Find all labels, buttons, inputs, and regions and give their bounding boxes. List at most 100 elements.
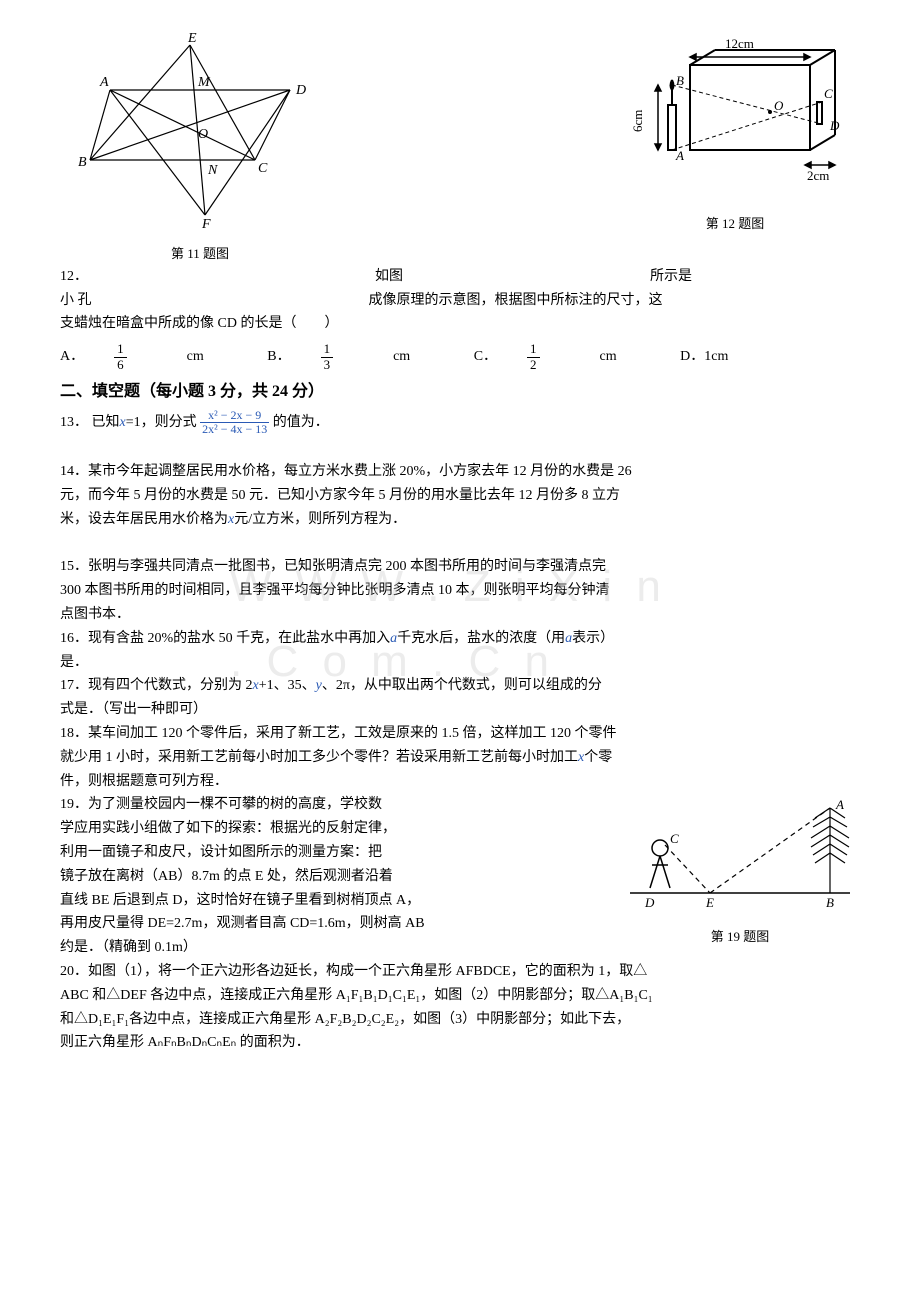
fig19-B: B	[826, 895, 834, 910]
q12-C-den: 2	[527, 358, 540, 372]
q13-fnum: x² − 2x − 9	[200, 409, 269, 423]
fig11-B: B	[78, 155, 87, 170]
q12-B-den: 3	[321, 358, 334, 372]
q12: 12． 如图 所示是 小 孔 成像原理的示意图，根据图中所标注的尺寸，这 支蜡烛…	[60, 265, 860, 336]
fig11-M: M	[197, 75, 211, 90]
q12-C: C．	[474, 345, 497, 369]
q12-B-u: cm	[393, 345, 410, 369]
fig11-F: F	[201, 217, 211, 230]
fig19-C: C	[670, 831, 679, 846]
fig12-caption: 第 12 题图	[610, 213, 860, 235]
q13-fden: 2x² − 4x − 13	[200, 423, 269, 436]
q12-A-num: 1	[114, 342, 127, 357]
q19-l1: 为了测量校园内一棵不可攀的树的高度，学校数	[88, 797, 382, 812]
q12-B: B．	[267, 345, 290, 369]
fig11-svg: A B C D E F M N O	[60, 30, 340, 230]
q16-num: 16．	[60, 631, 88, 646]
fig11-N: N	[207, 163, 218, 178]
q12-C-num: 1	[527, 342, 540, 357]
q18-num: 18．	[60, 726, 88, 741]
q16-l1c: 表示）	[572, 631, 614, 646]
q12-l1: 如图	[375, 269, 403, 284]
q19-l2: 学应用实践小组做了如下的探索：根据光的反射定律，	[60, 821, 396, 836]
q19-l7: 约是．（精确到 0.1m）	[60, 940, 197, 955]
q14-l3a: 米，设去年居民用水价格为	[60, 512, 228, 527]
q20-l1: 如图（1），将一个正六边形各边延长，构成一个正六角星形 AFBDCE，它的面积为…	[88, 964, 647, 979]
fig19-E: E	[705, 895, 714, 910]
q12-A-u: cm	[187, 345, 204, 369]
fig11-C: C	[258, 161, 268, 176]
figure-12: 12cm 6cm 2cm B A C D O 第 12 题图	[610, 30, 860, 235]
q18-l1: 某车间加工 120 个零件后，采用了新工艺，工效是原来的 1.5 倍，这样加工 …	[88, 726, 617, 741]
fig19-svg: D E B C A	[620, 793, 860, 913]
q19-l3: 利用一面镜子和皮尺，设计如图所示的测量方案：把	[60, 845, 382, 860]
q17-l1b: +1、35、	[259, 678, 316, 693]
fig11-A: A	[99, 75, 109, 90]
fig12-O: O	[774, 98, 784, 113]
q19: 19．为了测量校园内一棵不可攀的树的高度，学校数 学应用实践小组做了如下的探索：…	[60, 793, 860, 960]
q19-l4: 镜子放在离树（AB）8.7m 的点 E 处，然后观测者沿着	[60, 869, 393, 884]
q12-l3: 支蜡烛在暗盒中所成的像 CD 的长是（ ）	[60, 316, 338, 331]
q12-D: D．1cm	[680, 345, 728, 369]
figure-19: D E B C A 第 19 题图	[620, 793, 860, 948]
q18-l2a: 就少用 1 小时，采用新工艺前每小时加工多少个零件？若设采用新工艺前每小时加工	[60, 750, 578, 765]
q12-choices: A．16cm B．13cm C．12cm D．1cm	[60, 342, 860, 372]
q16-l1b: 千克水后，盐水的浓度（用	[397, 631, 565, 646]
fig19-D: D	[644, 895, 655, 910]
figures-row: A B C D E F M N O 第 11 题图	[60, 30, 860, 265]
section-2-heading: 二、填空题（每小题 3 分，共 24 分）	[60, 378, 860, 405]
q12-l2b: 成像原理的示意图，根据图中所标注的尺寸，这	[369, 293, 663, 308]
q18-l2b: 个零	[584, 750, 612, 765]
q16: 16．现有含盐 20%的盐水 50 千克，在此盐水中再加入a千克水后，盐水的浓度…	[60, 627, 860, 675]
q13: 13． 已知x=1，则分式 x² − 2x − 92x² − 4x − 13 的…	[60, 409, 860, 436]
fig12-C: C	[824, 86, 833, 101]
fig12-B: B	[676, 73, 684, 88]
q15-num: 15．	[60, 559, 88, 574]
q17-l2: 式是．（写出一种即可）	[60, 702, 207, 717]
q12-l2a: 小 孔	[60, 293, 92, 308]
q14-l3b: 元/立方米，则所列方程为．	[234, 512, 406, 527]
fig11-D: D	[295, 83, 306, 98]
q14-l1: 某市今年起调整居民用水价格，每立方米水费上涨 20%，小方家去年 12 月份的水…	[88, 464, 632, 479]
fig12-svg: 12cm 6cm 2cm B A C D O	[610, 30, 860, 200]
q13-num: 13．	[60, 415, 88, 430]
q15-l2: 300 本图书所用的时间相同，且李强平均每分钟比张明多清点 10 本，则张明平均…	[60, 583, 610, 598]
q20-l3: 和△D₁E₁F₁各边中点，连接成正六角星形 A₂F₂B₂D₂C₂E₂，如图（3）…	[60, 1012, 630, 1027]
q14-l2: 元，而今年 5 月份的水费是 50 元．已知小方家今年 5 月份的用水量比去年 …	[60, 488, 620, 503]
q12-A-den: 6	[114, 358, 127, 372]
fig11-caption: 第 11 题图	[60, 243, 340, 265]
q16-l2: 是．	[60, 655, 88, 670]
q19-l5: 直线 BE 后退到点 D，这时恰好在镜子里看到树梢顶点 A，	[60, 893, 420, 908]
q16-l1a: 现有含盐 20%的盐水 50 千克，在此盐水中再加入	[88, 631, 390, 646]
q20-l4: 则正六角星形 AₙFₙBₙDₙCₙEₙ 的面积为．	[60, 1035, 310, 1050]
fig12-2cm: 2cm	[807, 168, 829, 183]
q13-t1: 已知	[92, 415, 120, 430]
q17-l1c: 、2π，从中取出两个代数式，则可以组成的分	[322, 678, 602, 693]
q20-l2: ABC 和△DEF 各边中点，连接成正六角星形 A₁F₁B₁D₁C₁E₁，如图（…	[60, 988, 653, 1003]
fig19-A: A	[835, 797, 844, 812]
q12-A: A．	[60, 345, 84, 369]
q17-l1a: 现有四个代数式，分别为 2	[88, 678, 253, 693]
q14: 14．某市今年起调整居民用水价格，每立方米水费上涨 20%，小方家去年 12 月…	[60, 460, 860, 531]
fig11-E: E	[187, 31, 197, 46]
q12-C-u: cm	[600, 345, 617, 369]
q12-B-num: 1	[321, 342, 334, 357]
q19-l6: 再用皮尺量得 DE=2.7m，观测者目高 CD=1.6m，则树高 AB	[60, 916, 425, 931]
q19-num: 19．	[60, 797, 88, 812]
q13-t2: =1，则分式	[126, 415, 197, 430]
q15-l1: 张明与李强共同清点一批图书，已知张明清点完 200 本图书所用的时间与李强清点完	[88, 559, 606, 574]
q18: 18．某车间加工 120 个零件后，采用了新工艺，工效是原来的 1.5 倍，这样…	[60, 722, 860, 793]
q15: 15．张明与李强共同清点一批图书，已知张明清点完 200 本图书所用的时间与李强…	[60, 555, 860, 626]
q18-l3: 件，则根据题意可列方程．	[60, 774, 228, 789]
q12-num: 12．	[60, 269, 88, 284]
fig12-D: D	[829, 118, 840, 133]
fig19-caption: 第 19 题图	[620, 926, 860, 948]
q15-l3: 点图书本．	[60, 607, 130, 622]
fig12-12cm: 12cm	[725, 36, 754, 51]
fig12-A: A	[675, 148, 684, 163]
figure-11: A B C D E F M N O 第 11 题图	[60, 30, 340, 265]
q20-num: 20．	[60, 964, 88, 979]
q17-num: 17．	[60, 678, 88, 693]
q14-num: 14．	[60, 464, 88, 479]
fig11-O: O	[198, 127, 208, 142]
